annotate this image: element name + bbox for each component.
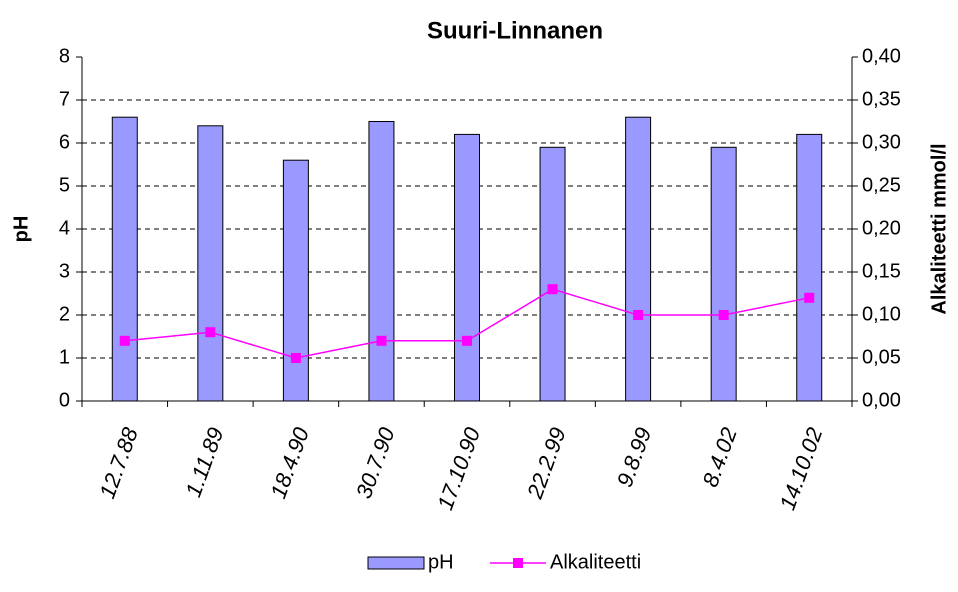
y2-tick-label: 0,05: [862, 346, 901, 368]
chart-title: Suuri-Linnanen: [427, 17, 603, 44]
bar: [710, 146, 737, 402]
y2-tick-label: 0,35: [862, 88, 901, 110]
y-tick-label: 3: [59, 260, 70, 282]
x-tick-label: 8.4.02: [697, 424, 741, 490]
y-tick-label: 6: [59, 131, 70, 153]
legend-swatch-marker: [513, 558, 523, 568]
y-axis-label: pH: [10, 216, 32, 243]
x-tick-label: 12.7.88: [94, 423, 143, 501]
y-tick-label: 2: [59, 303, 70, 325]
y-tick-label: 8: [59, 45, 70, 67]
legend-swatch: [367, 556, 425, 570]
y-tick-label: 5: [59, 174, 70, 196]
y2-tick-label: 0,40: [862, 45, 901, 67]
legend-label: pH: [428, 551, 454, 573]
x-tick-label: 22.2.99: [522, 424, 571, 502]
y2-tick-label: 0,25: [862, 174, 901, 196]
bar: [197, 125, 224, 402]
y2-tick-label: 0,10: [862, 303, 901, 325]
line-marker: [547, 284, 558, 295]
y2-tick-label: 0,30: [862, 131, 901, 153]
legend-label: Alkaliteetti: [550, 551, 641, 573]
bar: [111, 116, 138, 402]
line-marker: [718, 310, 729, 320]
y-tick-label: 4: [59, 217, 70, 239]
y2-tick-label: 0,15: [862, 260, 901, 282]
line-marker: [119, 335, 130, 346]
y-tick-label: 0: [59, 389, 70, 411]
x-tick-label: 14.10.02: [775, 424, 828, 513]
y-tick-label: 1: [59, 346, 70, 368]
y2-tick-label: 0,00: [862, 389, 901, 411]
line-marker: [290, 353, 301, 363]
x-tick-label: 17.10.90: [432, 423, 485, 513]
line-marker: [804, 292, 815, 303]
bar: [454, 133, 480, 402]
bar: [796, 133, 823, 402]
bar: [625, 116, 652, 402]
line-marker: [462, 335, 472, 346]
x-tick-label: 30.7.90: [351, 423, 400, 501]
bar: [368, 121, 395, 402]
line-marker: [205, 327, 216, 338]
line-marker: [633, 310, 644, 320]
y-tick-label: 7: [59, 88, 70, 110]
x-tick-label: 9.8.99: [612, 424, 656, 490]
bar: [282, 159, 309, 402]
y2-axis-label: Alkaliteetti mmol/l: [928, 143, 950, 314]
line-marker: [376, 335, 387, 346]
bar: [539, 146, 566, 402]
x-tick-label: 1.11.89: [180, 424, 228, 500]
x-tick-label: 18.4.90: [265, 423, 314, 501]
y2-tick-label: 0,20: [862, 217, 901, 239]
